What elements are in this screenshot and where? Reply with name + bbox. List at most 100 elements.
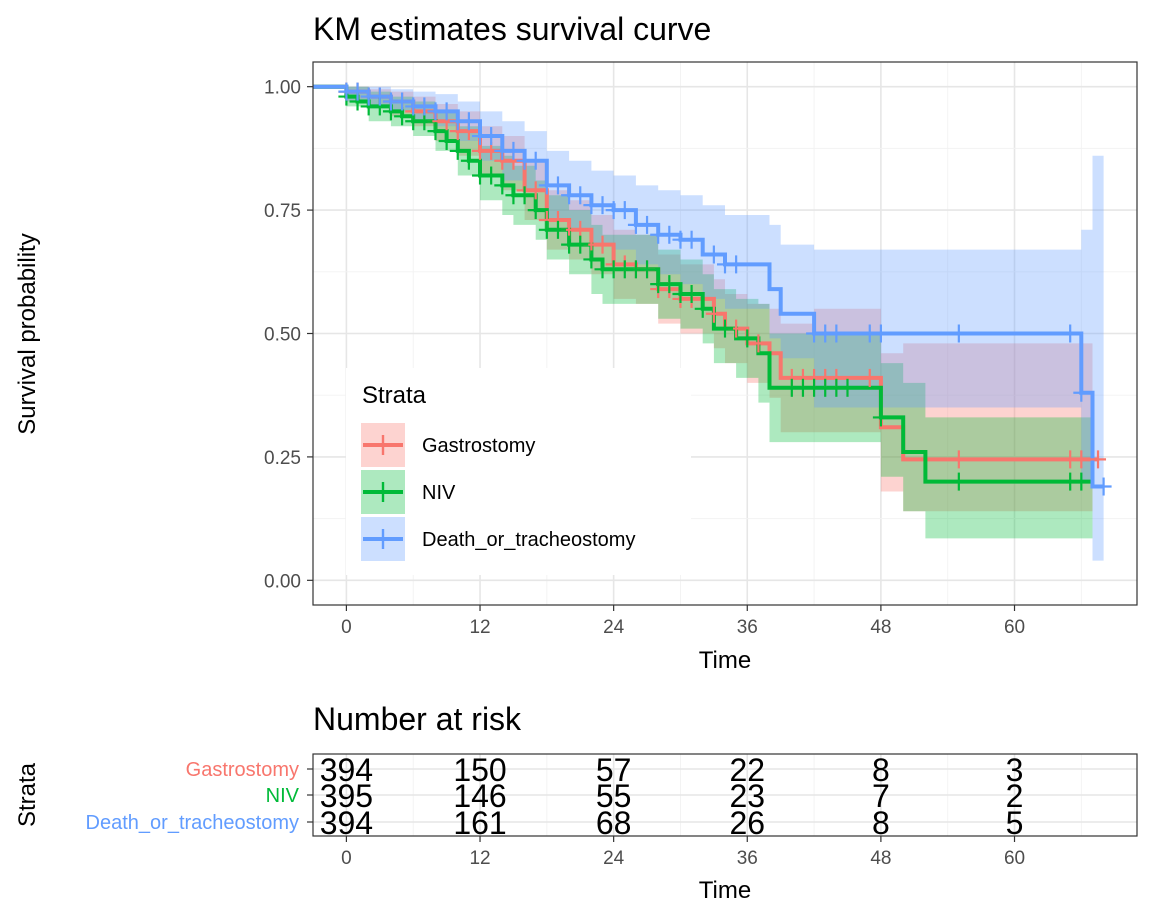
censor-mark bbox=[572, 235, 589, 254]
km-x-tick-label: 60 bbox=[1004, 617, 1025, 638]
censor-mark bbox=[483, 127, 500, 146]
censor-mark bbox=[416, 97, 433, 116]
legend-label: Gastrostomy bbox=[422, 435, 535, 457]
censor-mark bbox=[483, 166, 500, 185]
legend-label: NIV bbox=[422, 482, 456, 504]
censor-mark bbox=[572, 186, 589, 205]
km-y-tick-label: 0.50 bbox=[264, 325, 301, 346]
risk-strata-labels: Gastrostomy NIV Death_or_tracheostomy bbox=[86, 759, 313, 834]
censor-mark bbox=[694, 299, 711, 318]
censor-mark bbox=[594, 196, 611, 215]
risk-cell: 68 bbox=[596, 805, 632, 841]
risk-x-tick-label: 48 bbox=[870, 848, 891, 869]
censor-mark bbox=[950, 450, 967, 469]
censor-mark bbox=[661, 225, 678, 244]
risk-cell: 394 bbox=[320, 805, 373, 841]
risk-x-axis-title: Time bbox=[699, 877, 751, 904]
risk-cell: 161 bbox=[453, 805, 506, 841]
censor-mark bbox=[717, 319, 733, 338]
risk-cells: 394 150 57 22 8 3 395 146 55 23 7 2 394 161 68 26 8 5 bbox=[320, 752, 1024, 841]
risk-strata-label: NIV bbox=[266, 785, 300, 807]
km-x-axis: 0 12 24 36 48 60 bbox=[341, 605, 1025, 638]
censor-mark bbox=[705, 304, 722, 323]
censor-mark bbox=[872, 408, 889, 427]
legend-key-0 bbox=[361, 423, 405, 467]
risk-grid bbox=[313, 754, 1137, 836]
censor-mark bbox=[394, 92, 411, 111]
risk-cell: 394 bbox=[320, 752, 373, 788]
plot-title: KM estimates survival curve bbox=[313, 11, 711, 47]
km-x-axis-title: Time bbox=[699, 647, 751, 674]
censor-mark bbox=[505, 141, 522, 160]
censor-mark bbox=[1062, 324, 1079, 343]
km-x-tick-label: 48 bbox=[870, 617, 891, 638]
censor-mark bbox=[449, 141, 466, 160]
censor-mark bbox=[1095, 477, 1112, 496]
censor-mark bbox=[683, 285, 700, 304]
censor-mark bbox=[494, 176, 511, 195]
censor-mark bbox=[527, 201, 544, 220]
legend-label: Death_or_tracheostomy bbox=[422, 529, 635, 551]
censor-mark bbox=[1073, 383, 1090, 402]
censor-mark bbox=[460, 112, 477, 131]
risk-cell: 146 bbox=[453, 778, 506, 814]
censor-mark bbox=[616, 201, 633, 220]
legend-background bbox=[346, 368, 691, 575]
legend-key-2 bbox=[361, 517, 405, 561]
risk-cell: 57 bbox=[596, 752, 632, 788]
risk-x-tick-label: 36 bbox=[737, 848, 758, 869]
risk-x-axis: 0 12 24 36 48 60 bbox=[341, 836, 1025, 869]
risk-x-tick-label: 0 bbox=[341, 848, 352, 869]
censor-mark bbox=[861, 368, 878, 387]
risk-x-tick-label: 12 bbox=[469, 848, 490, 869]
risk-cell: 2 bbox=[1006, 778, 1024, 814]
km-y-tick-label: 0.25 bbox=[264, 448, 301, 469]
censor-mark bbox=[705, 245, 722, 264]
risk-cell: 150 bbox=[453, 752, 506, 788]
km-x-tick-label: 12 bbox=[469, 617, 490, 638]
censor-mark bbox=[639, 260, 656, 279]
censor-mark bbox=[950, 472, 967, 491]
risk-cell: 23 bbox=[729, 778, 765, 814]
censor-mark bbox=[460, 151, 477, 170]
risk-cell: 26 bbox=[729, 805, 765, 841]
censor-mark bbox=[1073, 472, 1090, 491]
censor-mark bbox=[438, 131, 455, 150]
censor-mark bbox=[661, 275, 678, 294]
km-censor-marks bbox=[338, 82, 1112, 496]
risk-cell: 395 bbox=[320, 778, 373, 814]
censor-mark bbox=[583, 250, 600, 269]
risk-strata-label: Gastrostomy bbox=[186, 759, 299, 781]
censor-mark bbox=[438, 102, 455, 121]
legend: Strata Gastrostomy NIV Death_or_tracheosto… bbox=[346, 368, 691, 575]
km-x-tick-label: 36 bbox=[737, 617, 758, 638]
censor-mark bbox=[549, 176, 566, 195]
km-y-tick-label: 0.00 bbox=[264, 571, 301, 592]
risk-cell: 3 bbox=[1006, 752, 1024, 788]
legend-key-1 bbox=[361, 470, 405, 514]
risk-y-axis-title: Strata bbox=[14, 762, 41, 827]
km-y-axis-title: Survival probability bbox=[14, 233, 41, 434]
risk-x-tick-label: 60 bbox=[1004, 848, 1025, 869]
censor-mark bbox=[427, 122, 444, 141]
censor-mark bbox=[728, 255, 745, 274]
risk-table-panel: 394 150 57 22 8 3 395 146 55 23 7 2 394 161 68 26 8 5 bbox=[312, 752, 1138, 841]
risk-x-tick-label: 24 bbox=[603, 848, 625, 869]
risk-cell: 8 bbox=[872, 752, 890, 788]
km-y-axis: 0.00 0.25 0.50 0.75 1.00 bbox=[264, 78, 313, 592]
km-panel: Strata Gastrostomy NIV Death_or_tracheosto… bbox=[312, 61, 1138, 606]
censor-mark bbox=[349, 82, 366, 101]
censor-mark bbox=[828, 324, 845, 343]
legend-keys: Gastrostomy NIV Death_or_tracheostomy bbox=[361, 423, 635, 561]
risk-cell: 5 bbox=[1006, 805, 1024, 841]
censor-mark bbox=[516, 186, 533, 205]
censor-mark bbox=[549, 220, 566, 239]
censor-mark bbox=[739, 329, 756, 348]
risk-cell: 22 bbox=[729, 752, 765, 788]
km-x-tick-label: 24 bbox=[603, 617, 625, 638]
censor-mark bbox=[594, 235, 611, 254]
risk-strata-label: Death_or_tracheostomy bbox=[86, 812, 299, 834]
censor-mark bbox=[750, 334, 767, 353]
censor-mark bbox=[371, 87, 388, 106]
